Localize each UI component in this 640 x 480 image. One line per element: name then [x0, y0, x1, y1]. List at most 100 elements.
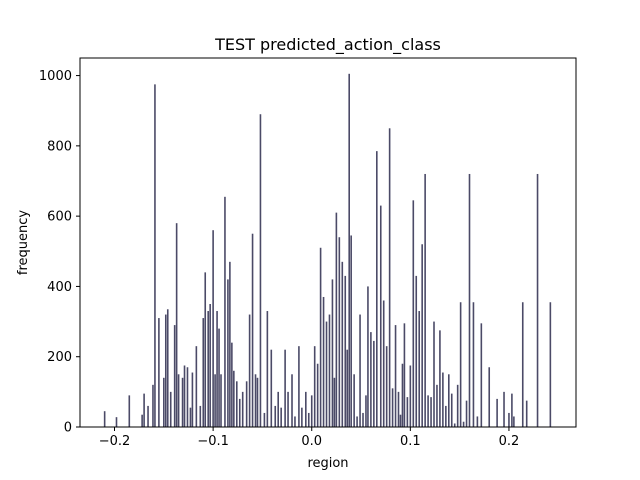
- histogram-bar: [169, 391, 172, 427]
- histogram-bar: [331, 279, 334, 427]
- histogram-bar: [496, 398, 498, 427]
- histogram-bar: [503, 391, 505, 427]
- histogram-bar: [251, 233, 254, 427]
- histogram-bar: [367, 286, 369, 427]
- histogram-bar: [335, 212, 338, 427]
- histogram-bar: [183, 365, 186, 427]
- histogram-bar: [154, 84, 156, 428]
- histogram-bar: [448, 374, 450, 427]
- histogram-bar: [480, 323, 483, 427]
- histogram-bar: [284, 349, 286, 427]
- histogram-bar: [307, 412, 310, 427]
- histogram-bar: [328, 314, 331, 427]
- histogram-bar: [298, 346, 300, 427]
- histogram-bar: [442, 372, 444, 427]
- histogram-bar: [415, 275, 418, 427]
- histogram-bar: [280, 407, 282, 427]
- histogram-bar: [128, 395, 131, 427]
- histogram-bar: [305, 391, 307, 427]
- histogram-bar: [341, 261, 344, 427]
- y-tick-label: 0: [64, 421, 72, 436]
- histogram-bar: [508, 412, 510, 427]
- histogram-bar: [445, 405, 447, 427]
- histogram-bar: [353, 374, 355, 427]
- y-tick-label: 400: [47, 280, 72, 295]
- histogram-bar: [362, 412, 364, 427]
- histogram-bar: [388, 128, 391, 428]
- histogram-bar: [376, 151, 378, 427]
- histogram-bar: [256, 377, 259, 427]
- histogram-bar: [218, 328, 220, 427]
- histogram-bar: [459, 302, 462, 427]
- histogram-bar: [233, 370, 235, 427]
- histogram-bar: [231, 342, 233, 427]
- histogram-bar: [224, 196, 226, 427]
- histogram-bar: [254, 374, 257, 427]
- x-tick-label: 0.2: [499, 434, 520, 449]
- histogram-bar: [103, 411, 106, 427]
- histogram-bar: [316, 363, 319, 427]
- histogram-bar: [310, 395, 313, 427]
- histogram-bar: [394, 325, 397, 427]
- histogram-bar: [421, 244, 423, 427]
- histogram-bar: [181, 377, 184, 427]
- histogram-bar: [513, 416, 515, 427]
- chart-title: TEST predicted_action_class: [214, 35, 441, 55]
- histogram-bar: [453, 423, 456, 427]
- histogram-bar: [266, 311, 269, 427]
- histogram-bar: [427, 395, 429, 427]
- histogram-bar: [204, 272, 207, 427]
- histogram-bar: [536, 173, 539, 427]
- histogram-bar: [301, 407, 303, 427]
- histogram-bar: [465, 400, 468, 427]
- histogram-bar: [433, 321, 435, 427]
- histogram-bar: [220, 374, 222, 427]
- plot-frame: [79, 57, 577, 428]
- histogram-bar: [191, 372, 194, 427]
- histogram-bar: [241, 391, 244, 427]
- histogram-bar: [338, 237, 341, 427]
- histogram-bar: [238, 398, 241, 427]
- histogram-bar: [294, 416, 296, 427]
- histogram-bar: [287, 391, 289, 427]
- histogram-bar: [436, 384, 438, 427]
- histogram-bar: [468, 173, 471, 427]
- histogram-bar: [385, 346, 388, 427]
- histogram-bar: [439, 330, 441, 427]
- x-tick-label: 0.1: [400, 434, 421, 449]
- y-axis-label: frequency: [16, 210, 31, 276]
- histogram-bar: [549, 302, 552, 427]
- histogram-bar: [291, 374, 293, 427]
- x-tick-label: 0.0: [301, 434, 322, 449]
- histogram-bar: [274, 405, 277, 427]
- histogram-bar: [511, 393, 513, 427]
- histogram-bar: [235, 381, 238, 427]
- x-axis-label: region: [307, 456, 348, 471]
- histogram-bar: [207, 311, 209, 427]
- histogram-bar: [397, 391, 400, 427]
- y-tick-label: 600: [47, 210, 72, 225]
- x-axis: −0.2 −0.1 0.0 0.1 0.2: [99, 427, 520, 449]
- histogram-bar: [141, 414, 143, 427]
- histogram-bar: [186, 367, 189, 427]
- histogram-bar: [227, 279, 229, 427]
- histogram-bar: [521, 302, 524, 427]
- histogram-bar: [115, 417, 118, 427]
- histogram-bar: [277, 391, 279, 427]
- histogram-bar: [229, 261, 231, 427]
- x-tick-label: −0.1: [197, 434, 229, 449]
- y-tick-label: 800: [47, 139, 72, 154]
- histogram-bar: [373, 340, 375, 427]
- histogram-bar: [409, 365, 412, 427]
- histogram-bar: [175, 223, 178, 427]
- histogram-bar: [472, 302, 475, 427]
- histogram-bar: [399, 414, 402, 427]
- histogram-bar: [259, 114, 262, 427]
- y-tick-label: 1000: [39, 69, 72, 84]
- y-tick-label: 200: [47, 350, 72, 365]
- histogram-bar: [325, 321, 328, 427]
- histogram-bar: [456, 384, 459, 427]
- histogram-bar: [356, 416, 358, 427]
